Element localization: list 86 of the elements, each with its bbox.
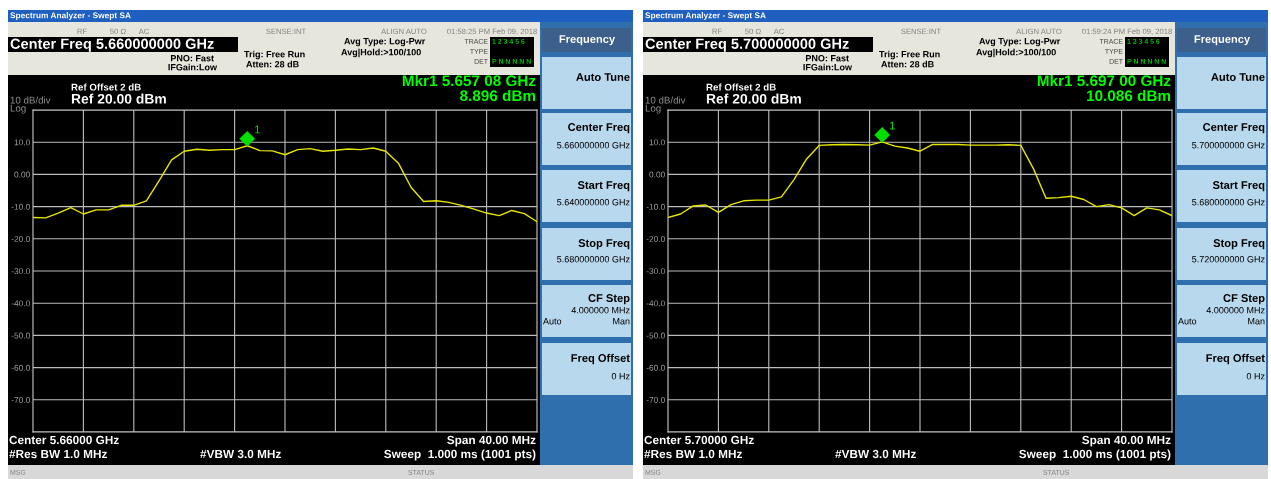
text: Ref 20.00 dBm: [71, 93, 166, 104]
text: Freq Offset: [571, 353, 630, 365]
y-tick-label: -30.0: [11, 268, 30, 275]
text: IFGain:Low: [803, 63, 853, 71]
text: Ref Offset 2 dB: [706, 83, 776, 91]
text: Sweep 1.000 ms (1001 pts): [1019, 449, 1171, 461]
text: Atten: 28 dB: [246, 60, 299, 68]
text: 10 dB/div: [645, 96, 686, 104]
text: PNO: Fast: [170, 55, 214, 62]
text: #VBW 3.0 MHz: [835, 449, 916, 459]
y-tick-label: 0.00: [649, 171, 665, 178]
y-tick-label: -10.0: [11, 203, 30, 210]
text: Auto: [543, 318, 562, 325]
text: Stop Freq: [1213, 239, 1265, 250]
text: Frequency: [559, 35, 616, 46]
text: #Res BW 1.0 MHz: [644, 449, 742, 459]
text: Auto Tune: [576, 73, 630, 81]
chart-title: Spectrum Analyzer - Swept SA: [10, 12, 131, 20]
text: CF Step: [1223, 294, 1265, 305]
text: 5.660000000 GHz: [557, 142, 630, 149]
y-tick-label: 0.00: [14, 171, 30, 178]
text: Log: [645, 104, 661, 114]
text: Auto Tune: [1211, 73, 1265, 81]
text: 5.680000000 GHz: [1192, 199, 1265, 206]
text: 0 Hz: [1246, 373, 1265, 380]
y-tick-label: 10.0: [14, 139, 30, 146]
chart-title: Spectrum Analyzer - Swept SA: [645, 12, 766, 20]
text: Center 5.70000 GHz: [644, 435, 754, 445]
text: 5.680000000 GHz: [557, 256, 630, 263]
y-tick-label: -70.0: [11, 397, 30, 403]
text: CF Step: [588, 294, 630, 305]
text: 5.720000000 GHz: [1192, 256, 1265, 263]
text: Avg Type: Log-Pwr: [344, 38, 426, 47]
text: Sweep 1.000 ms (1001 pts): [384, 449, 536, 461]
text: Start Freq: [577, 181, 630, 192]
y-tick-label: -70.0: [646, 397, 665, 403]
text: Ref 20.00 dBm: [706, 93, 801, 104]
text: Auto: [1178, 318, 1197, 325]
text: Start Freq: [1212, 181, 1265, 192]
y-tick-label: -20.0: [646, 236, 665, 242]
y-tick-label: 10.0: [649, 139, 665, 146]
y-tick-label: -50.0: [11, 332, 30, 339]
text: Center Freq: [568, 123, 630, 134]
text: Mkr1 5.697 00 GHz: [1037, 74, 1171, 87]
text: 0 Hz: [611, 373, 630, 380]
text: 4.000000 MHz: [571, 307, 630, 314]
text: 10 dB/div: [10, 96, 51, 104]
text: 5.700000000 GHz: [1192, 142, 1265, 149]
y-tick-label: -60.0: [646, 364, 665, 371]
y-tick-label: -10.0: [646, 203, 665, 210]
annotation: 1: [889, 121, 895, 130]
annotation: 1: [254, 125, 260, 134]
text: #Res BW 1.0 MHz: [9, 449, 107, 459]
text: Man: [613, 318, 630, 325]
text: Trig: Free Run: [879, 50, 940, 60]
text: 10.086 dBm: [1087, 89, 1171, 102]
text: Center 5.66000 GHz: [9, 435, 119, 445]
text: Stop Freq: [578, 239, 630, 250]
text: Span 40.00 MHz: [447, 435, 536, 447]
text: Freq Offset: [1206, 353, 1265, 365]
text: Center Freq: [1203, 123, 1265, 134]
text: Trig: Free Run: [244, 50, 305, 60]
text: 5.640000000 GHz: [557, 199, 630, 206]
text: Span 40.00 MHz: [1082, 435, 1171, 447]
text: Log: [10, 104, 26, 114]
text: Atten: 28 dB: [881, 60, 934, 68]
y-tick-label: -30.0: [646, 268, 665, 275]
text: Center Freq 5.660000000 GHz: [10, 38, 214, 52]
text: Ref Offset 2 dB: [71, 83, 141, 91]
text: Man: [1248, 318, 1265, 325]
text: Center Freq 5.700000000 GHz: [645, 38, 849, 52]
text: IFGain:Low: [168, 63, 218, 71]
text: Avg|Hold:>100/100: [341, 48, 421, 58]
text: #VBW 3.0 MHz: [200, 449, 281, 459]
text: Avg Type: Log-Pwr: [979, 38, 1061, 47]
text: Avg|Hold:>100/100: [976, 48, 1056, 58]
y-tick-label: -20.0: [11, 236, 30, 242]
y-tick-label: -40.0: [646, 300, 665, 307]
text: Mkr1 5.657 08 GHz: [402, 74, 536, 87]
text: Frequency: [1194, 35, 1251, 46]
y-tick-label: -50.0: [646, 332, 665, 339]
y-tick-label: -60.0: [11, 364, 30, 371]
text: 4.000000 MHz: [1206, 307, 1265, 314]
text: 8.896 dBm: [460, 89, 536, 102]
text: PNO: Fast: [805, 55, 849, 62]
y-tick-label: -40.0: [11, 300, 30, 307]
